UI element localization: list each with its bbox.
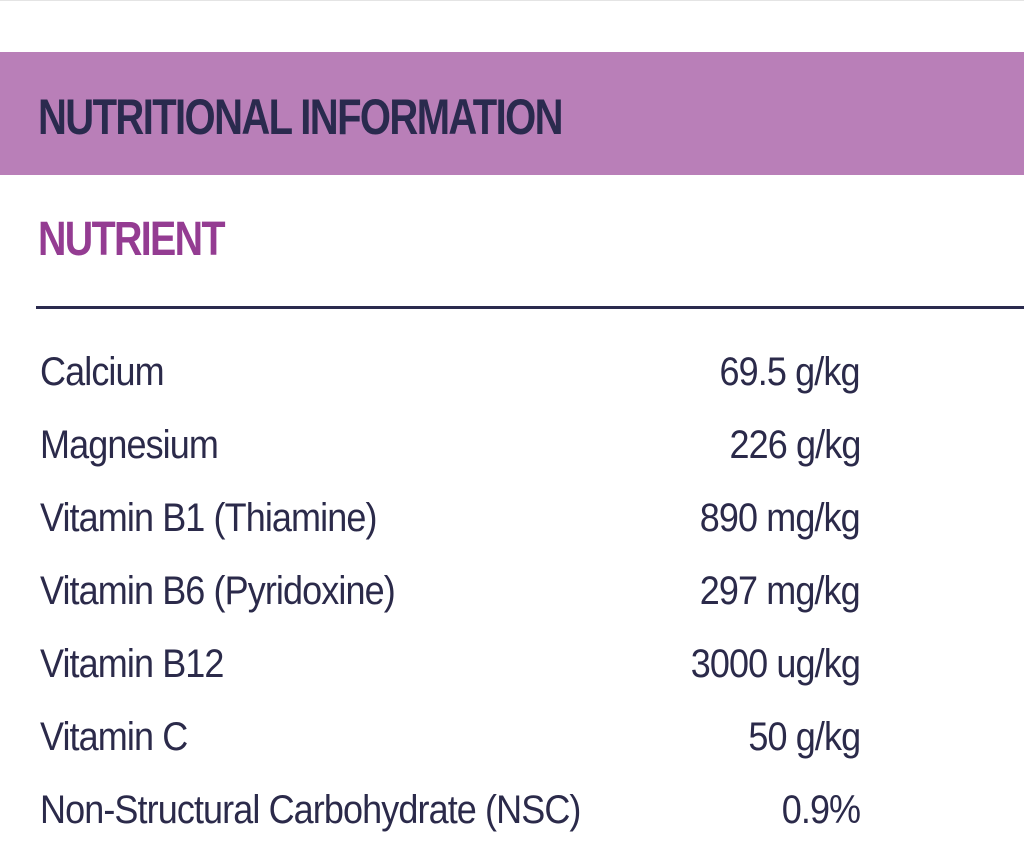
nutrient-name: Vitamin B6 (Pyridoxine) — [40, 569, 396, 613]
header-title: NUTRITIONAL INFORMATION — [38, 89, 563, 145]
nutrient-name: Non-Structural Carbohydrate (NSC) — [40, 788, 581, 832]
nutrient-value: 890 mg/kg — [699, 496, 861, 540]
header-band — [0, 52, 1024, 175]
nutrient-name: Magnesium — [40, 423, 219, 467]
table-row: Calcium 69.5 g/kg — [40, 342, 861, 402]
header-rule — [36, 306, 1024, 309]
nutrient-name: Vitamin B12 — [40, 642, 224, 686]
table-row: Magnesium 226 g/kg — [40, 415, 861, 475]
table-row: Non-Structural Carbohydrate (NSC) 0.9% — [40, 780, 861, 840]
table-row: Vitamin C 50 g/kg — [40, 707, 861, 767]
nutrient-value: 0.9% — [781, 788, 861, 832]
table-row: Vitamin B6 (Pyridoxine) 297 mg/kg — [40, 561, 861, 621]
nutrient-value: 50 g/kg — [748, 715, 861, 759]
column-header: NUTRIENT — [38, 213, 225, 266]
nutrient-value: 297 mg/kg — [699, 569, 861, 613]
table-row: Vitamin B12 3000 ug/kg — [40, 634, 861, 694]
nutrient-name: Vitamin B1 (Thiamine) — [40, 496, 377, 540]
table-row: Vitamin B1 (Thiamine) 890 mg/kg — [40, 488, 861, 548]
nutrient-name: Calcium — [40, 350, 165, 394]
divider — [0, 0, 1024, 1]
nutrient-name: Vitamin C — [40, 715, 188, 759]
nutrient-value: 69.5 g/kg — [719, 350, 861, 394]
nutrient-value: 3000 ug/kg — [690, 642, 861, 686]
nutrient-value: 226 g/kg — [729, 423, 861, 467]
